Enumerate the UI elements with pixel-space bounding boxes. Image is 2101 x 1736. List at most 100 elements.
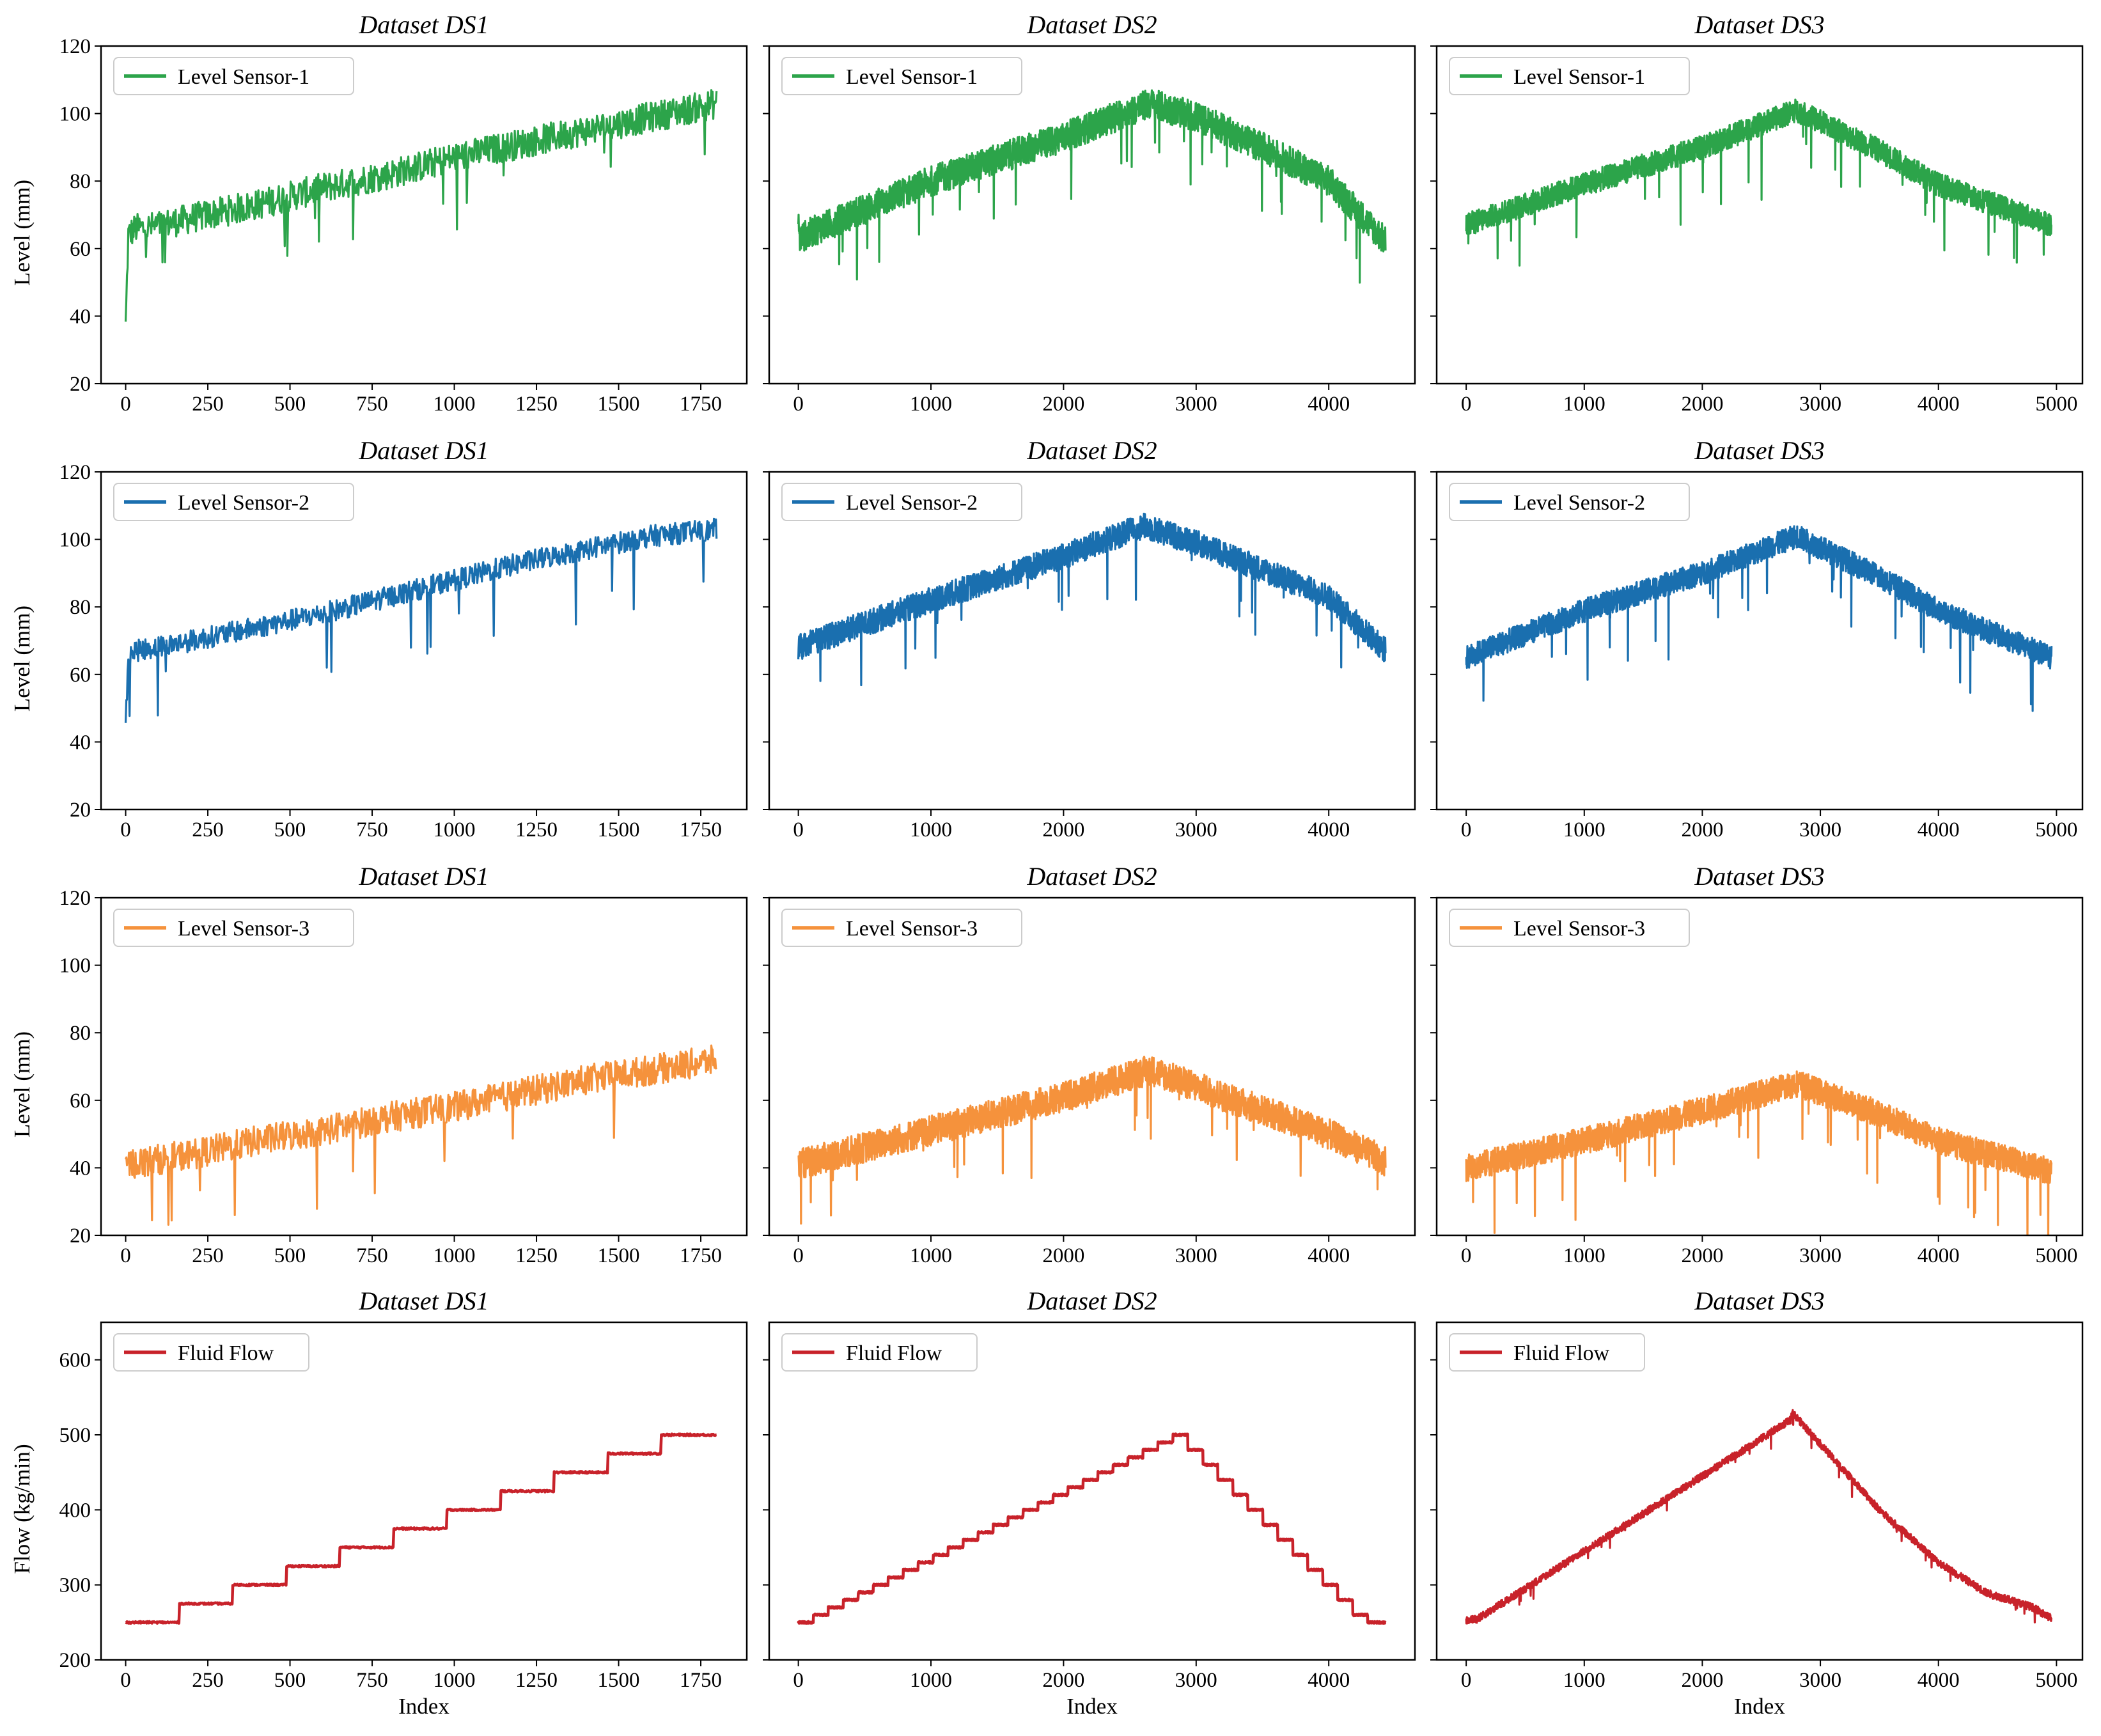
series-line xyxy=(124,517,718,723)
panel-title: Dataset DS1 xyxy=(358,1286,488,1315)
x-tick-label: 5000 xyxy=(2035,1669,2077,1692)
plot-frame xyxy=(1435,471,2084,811)
x-tick-label: 3000 xyxy=(1799,1244,1841,1267)
legend-label: Level Sensor-1 xyxy=(846,65,978,89)
x-tick-label: 750 xyxy=(356,393,388,416)
x-tick-label: 750 xyxy=(356,1669,388,1692)
panel-r2-c2: Dataset DS2 0 1000 2000 3000 4000 Level Sensor… xyxy=(763,436,1416,841)
legend-label: Level Sensor-2 xyxy=(1513,491,1645,515)
legend-label: Level Sensor-3 xyxy=(846,917,978,941)
panel-r4-c3: Dataset DS3 0 1000 2000 3000 4000 5000 Index Flu… xyxy=(1430,1286,2084,1719)
panel-title: Dataset DS1 xyxy=(358,862,488,891)
y-tick-label: 20 xyxy=(70,799,91,822)
row-4-ylabel: Flow (kg/min) xyxy=(10,1444,35,1574)
legend: Level Sensor-3 xyxy=(781,909,1022,947)
x-tick-label: 2000 xyxy=(1681,818,1723,841)
x-tick-label: 0 xyxy=(120,1669,131,1692)
y-tick-label: 400 xyxy=(59,1499,91,1522)
x-tick-label: 0 xyxy=(793,1244,804,1267)
y-tick-label: 40 xyxy=(70,731,91,754)
x-tick-label: 1250 xyxy=(515,1669,558,1692)
legend-label: Fluid Flow xyxy=(1513,1341,1610,1365)
panel-title: Dataset DS1 xyxy=(358,436,488,465)
x-tick-label: 2000 xyxy=(1042,393,1084,416)
y-tick-label: 100 xyxy=(59,955,91,978)
x-tick-label: 2000 xyxy=(1042,818,1084,841)
x-tick-label: 1000 xyxy=(1563,393,1605,416)
x-tick-label: 1500 xyxy=(598,818,640,841)
legend: Level Sensor-1 xyxy=(781,57,1022,95)
legend-box xyxy=(781,57,1022,95)
x-tick-label: 500 xyxy=(274,818,306,841)
legend-label: Level Sensor-2 xyxy=(178,491,309,515)
panel-r2-c3: Dataset DS3 0 1000 2000 3000 4000 5000 Level Se… xyxy=(1430,436,2084,841)
x-tick-label: 5000 xyxy=(2035,818,2077,841)
x-tick-label: 0 xyxy=(120,1244,131,1267)
x-tick-label: 0 xyxy=(793,393,804,416)
series-line xyxy=(797,1432,1387,1625)
legend: Level Sensor-2 xyxy=(113,483,354,521)
series-line xyxy=(797,89,1387,284)
x-tick-label: 0 xyxy=(120,393,131,416)
x-tick-label: 4000 xyxy=(1917,1669,1960,1692)
x-tick-label: 1000 xyxy=(433,818,476,841)
legend-box xyxy=(113,1333,309,1372)
panel-r1-c1: Dataset DS1 0 250 500 750 1000 1250 1500 1750 20 4… xyxy=(59,10,748,416)
x-tick-label: 5000 xyxy=(2035,1244,2077,1267)
panel-title: Dataset DS3 xyxy=(1694,862,1824,891)
series-line xyxy=(797,512,1387,687)
series-line xyxy=(1465,98,2052,267)
y-tick-label: 600 xyxy=(59,1349,91,1372)
x-tick-label: 1750 xyxy=(680,1669,722,1692)
x-tick-label: 3000 xyxy=(1175,1244,1217,1267)
plot-frame xyxy=(768,45,1416,385)
legend-box xyxy=(781,1333,978,1372)
x-tick-label: 0 xyxy=(793,1669,804,1692)
legend: Level Sensor-2 xyxy=(781,483,1022,521)
plot-frame xyxy=(1435,1321,2084,1661)
x-tick-label: 0 xyxy=(120,818,131,841)
x-tick-label: 2000 xyxy=(1681,1244,1723,1267)
x-tick-label: 1500 xyxy=(598,1669,640,1692)
x-tick-label: 2000 xyxy=(1042,1244,1084,1267)
y-tick-label: 300 xyxy=(59,1574,91,1597)
panel-r4-c2: Dataset DS2 0 1000 2000 3000 4000 Index Fluid F… xyxy=(763,1286,1416,1719)
legend-label: Level Sensor-2 xyxy=(846,491,978,515)
plot-frame xyxy=(768,1321,1416,1661)
plot-frame xyxy=(100,45,748,385)
x-tick-label: 0 xyxy=(793,818,804,841)
y-tick-label: 60 xyxy=(70,1090,91,1113)
x-tick-label: 5000 xyxy=(2035,393,2077,416)
x-tick-label: 1500 xyxy=(598,393,640,416)
x-tick-label: 1000 xyxy=(1563,1244,1605,1267)
plot-frame xyxy=(100,471,748,811)
x-tick-label: 250 xyxy=(192,1669,224,1692)
y-tick-label: 200 xyxy=(59,1649,91,1672)
panel-r4-c1: Dataset DS1 0 250 500 750 1000 1250 1500 1750 200… xyxy=(59,1286,748,1719)
legend: Level Sensor-2 xyxy=(1449,483,1690,521)
x-tick-label: 2000 xyxy=(1042,1669,1084,1692)
y-tick-label: 120 xyxy=(59,887,91,910)
series-line xyxy=(125,1432,717,1625)
panel-title: Dataset DS2 xyxy=(1026,10,1157,39)
x-tick-label: 1750 xyxy=(680,1244,722,1267)
x-tick-label: 4000 xyxy=(1308,818,1350,841)
legend: Fluid Flow xyxy=(1449,1333,1645,1372)
x-tick-label: 3000 xyxy=(1175,393,1217,416)
plot-frame xyxy=(768,896,1416,1237)
legend: Level Sensor-3 xyxy=(113,909,354,947)
panel-r3-c1: Dataset DS1 0 250 500 750 1000 1250 1500 1750 20 4… xyxy=(59,862,748,1267)
row-ylabels: Level (mm) Level (mm) Level (mm) Flow (k… xyxy=(10,180,35,1574)
series-line xyxy=(124,1044,718,1226)
panel-r1-c3: Dataset DS3 0 1000 2000 3000 4000 5000 Level Se… xyxy=(1430,10,2084,416)
y-tick-label: 500 xyxy=(59,1424,91,1447)
x-tick-label: 0 xyxy=(1461,818,1472,841)
panel-title: Dataset DS3 xyxy=(1694,436,1824,465)
legend-box xyxy=(781,483,1022,521)
legend-label: Level Sensor-3 xyxy=(1513,917,1645,941)
x-tick-label: 3000 xyxy=(1799,1669,1841,1692)
series-line xyxy=(1465,1409,2053,1625)
x-tick-label: 1500 xyxy=(598,1244,640,1267)
